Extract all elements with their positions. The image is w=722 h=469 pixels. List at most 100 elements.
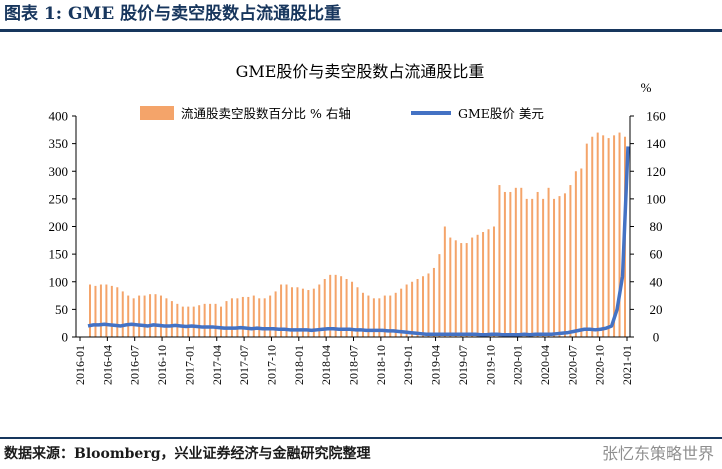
bar	[411, 281, 414, 337]
bar	[127, 295, 130, 337]
x-tick-label: 2018-07	[347, 345, 361, 385]
bar	[525, 198, 528, 338]
bar	[274, 291, 277, 337]
bar	[220, 306, 223, 337]
stock-price-line	[87, 146, 630, 337]
series-line	[87, 146, 630, 337]
legend-label-line: GME股价 美元	[458, 106, 544, 121]
x-tick-label: 2017-07	[237, 345, 251, 385]
x-tick-label: 2018-01	[292, 345, 306, 385]
x-tick-label: 2019-07	[456, 345, 470, 385]
legend-label-bars: 流通股卖空股数百分比 % 右轴	[181, 106, 351, 121]
x-tick-label: 2019-01	[401, 345, 415, 385]
y-right-tick-label: 80	[650, 219, 663, 234]
bar	[542, 198, 545, 338]
bar	[99, 284, 102, 337]
bar	[345, 278, 348, 337]
x-tick-label: 2019-10	[483, 345, 497, 385]
y-left-tick-label: 50	[55, 302, 68, 317]
bar	[138, 295, 141, 337]
bar	[176, 303, 179, 337]
x-tick-label: 2020-07	[565, 345, 579, 385]
bar	[378, 298, 381, 337]
bar	[323, 278, 326, 337]
bar	[170, 301, 173, 337]
bar	[536, 191, 539, 337]
bar	[449, 237, 452, 337]
axes: 0 50 100 150 200 250 300 350 400 0 20 40 60 80 100 120 1…	[49, 109, 666, 386]
bar	[553, 198, 556, 338]
bar	[340, 276, 343, 337]
short-interest-bars	[89, 132, 626, 338]
x-tick-label: 2016-07	[128, 345, 142, 385]
y-left-tick-label: 300	[49, 164, 69, 179]
bar	[400, 288, 403, 337]
x-tick-label: 2017-10	[264, 345, 278, 385]
bar	[132, 298, 135, 337]
bar	[329, 274, 332, 337]
bar	[203, 303, 206, 337]
x-tick-label: 2020-01	[511, 345, 525, 385]
y-right-tick-label: 60	[650, 247, 663, 262]
y-left-tick-label: 100	[49, 274, 69, 289]
bar	[285, 284, 288, 337]
x-tick-label: 2018-04	[319, 345, 333, 385]
bar	[547, 187, 550, 337]
title-underline	[0, 29, 722, 32]
y-right-tick-label: 0	[653, 330, 660, 345]
bar	[438, 254, 441, 338]
bar	[116, 287, 119, 337]
bar	[247, 296, 250, 337]
bar	[356, 287, 359, 337]
x-tick-label: 2017-01	[182, 345, 196, 385]
y-right-tick-label: 20	[650, 302, 663, 317]
bar	[503, 191, 506, 337]
legend-swatch-bars	[140, 106, 174, 120]
bar	[230, 298, 233, 337]
bar	[422, 276, 425, 337]
watermark: 张忆东策略世界	[601, 444, 714, 463]
figure-title: 图表 1: GME 股价与卖空股数占流通股比重	[4, 4, 342, 24]
bar	[498, 185, 501, 337]
x-tick-label: 2016-10	[155, 345, 169, 385]
bar	[296, 287, 299, 337]
bar	[471, 237, 474, 337]
bar	[198, 305, 201, 337]
legend: 流通股卖空股数百分比 % 右轴 GME股价 美元	[140, 106, 544, 121]
bar	[209, 303, 212, 337]
bar	[520, 187, 523, 337]
bar	[389, 295, 392, 337]
y-left-tick-label: 250	[49, 191, 69, 206]
bar	[307, 290, 310, 337]
y-left-tick-label: 400	[49, 109, 69, 124]
bar	[110, 285, 113, 337]
y-left-tick-label: 150	[49, 247, 69, 262]
bar	[241, 296, 244, 337]
bar	[312, 288, 315, 337]
bar	[569, 185, 572, 337]
bar	[432, 267, 435, 337]
bar	[187, 306, 190, 337]
bar	[460, 243, 463, 337]
bar	[269, 295, 272, 337]
bar	[258, 298, 261, 337]
chart-title: GME股价与卖空股数占流通股比重	[236, 62, 485, 81]
bar	[89, 284, 91, 337]
bar	[427, 273, 430, 337]
y-right-tick-label: 160	[646, 109, 666, 124]
bar	[94, 285, 97, 337]
bar	[487, 229, 490, 337]
bar	[334, 274, 337, 337]
bar	[482, 232, 485, 337]
x-tick-label: 2016-01	[73, 345, 87, 385]
bar	[585, 143, 588, 338]
y-right-tick-label: 100	[646, 191, 666, 206]
bar	[105, 284, 108, 337]
bar	[121, 291, 124, 337]
bar	[181, 306, 184, 337]
bar	[580, 168, 583, 337]
bar	[514, 187, 517, 337]
x-tick-label: 2021-01	[620, 345, 634, 385]
bar	[280, 284, 283, 337]
